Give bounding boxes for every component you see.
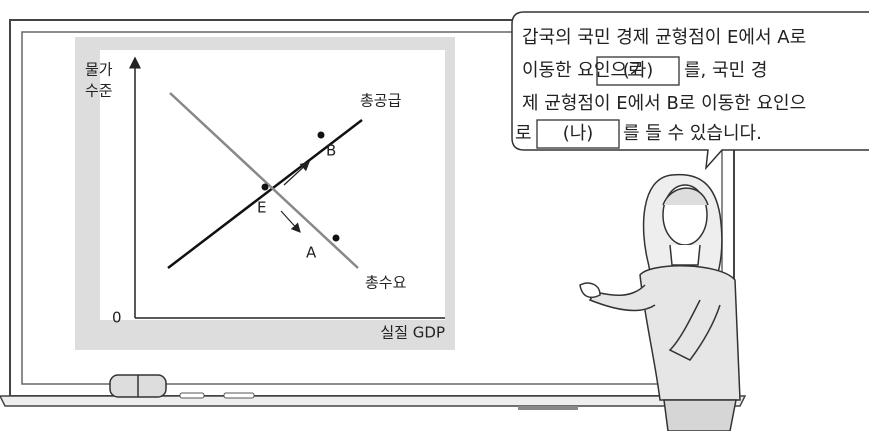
speech-text: 이동한 요인으로 — [522, 60, 644, 81]
blank-box — [536, 119, 620, 149]
arrow-to-b — [283, 161, 310, 186]
supply-label: 총공급 — [360, 92, 402, 110]
demand-label: 총수요 — [365, 274, 407, 292]
x-axis-label: 실질 GDP — [380, 324, 445, 342]
demand-curve — [169, 92, 359, 269]
graph: 물가 수준 0 실질 GDP 총공급 총수요 E B A — [75, 37, 455, 350]
speech-text: 제 균형점이 E에서 B로 이동한 요인으 — [522, 93, 806, 114]
point-label: E — [257, 199, 266, 217]
supply-curve — [167, 119, 363, 269]
blank-box — [596, 56, 680, 86]
point-e — [261, 183, 269, 191]
point-label: A — [306, 244, 317, 262]
speech-text: 로 — [515, 123, 532, 144]
point-label: B — [326, 142, 336, 160]
teacher — [579, 173, 741, 431]
origin-label: 0 — [112, 309, 122, 327]
speech-bubble: 갑국의 국민 경제 균형점이 E에서 A로 이동한 요인으로 (가) 를, 국민… — [511, 11, 869, 171]
speech-text: 를 들 수 있습니다. — [623, 123, 762, 144]
point-a — [332, 234, 340, 242]
speech-text: 갑국의 국민 경제 균형점이 E에서 A로 — [522, 27, 806, 48]
blank-label: (나) — [563, 123, 594, 144]
y-axis-label: 수준 — [85, 82, 113, 100]
blank-label: (가) — [623, 60, 654, 81]
eraser — [109, 374, 255, 399]
y-axis-label: 물가 — [85, 61, 113, 79]
speech-text: 를, 국민 경 — [684, 60, 767, 81]
point-b — [317, 131, 325, 139]
arrow-to-a — [280, 210, 301, 233]
